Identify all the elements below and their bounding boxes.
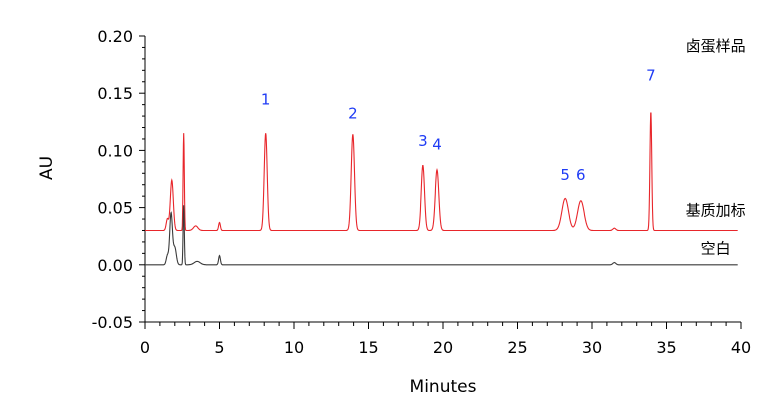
x-tick-label: 10 (284, 338, 304, 357)
peak-label: 2 (348, 104, 358, 122)
x-tick-label: 35 (656, 338, 676, 357)
peak-label: 1 (261, 91, 271, 109)
x-tick-label: 15 (358, 338, 378, 357)
trace-blank (145, 205, 738, 266)
trace-spiked-matrix (145, 112, 738, 232)
y-tick-label: 0.15 (97, 84, 133, 103)
x-tick-label: 25 (507, 338, 527, 357)
trace-label: 卤蛋样品 (686, 37, 746, 55)
y-tick-label: -0.05 (92, 313, 133, 332)
axes: -0.050.000.050.100.150.200 5 10 15 20 25 30 35 4… (92, 27, 752, 357)
y-tick-label: 0.00 (97, 256, 133, 275)
trace-label: 基质加标 (686, 202, 746, 220)
x-tick-label: 0 (140, 338, 150, 357)
peak-label: 7 (646, 67, 656, 85)
peak-label: 4 (432, 135, 442, 153)
x-tick-label: 5 (214, 338, 224, 357)
y-axis-label: AU (37, 156, 57, 180)
peak-label: 5 (560, 166, 570, 184)
x-axis-label: Minutes (410, 377, 477, 397)
x-tick-label: 20 (433, 338, 453, 357)
peak-label: 6 (576, 166, 586, 184)
x-tick-label: 40 (731, 338, 751, 357)
y-tick-label: 0.10 (97, 141, 133, 160)
y-tick-label: 0.05 (97, 199, 133, 218)
x-tick-label: 30 (582, 338, 602, 357)
trace-label: 空白 (701, 239, 731, 257)
y-tick-label: 0.20 (97, 27, 133, 46)
traces (145, 112, 738, 266)
peak-label: 3 (418, 132, 428, 150)
